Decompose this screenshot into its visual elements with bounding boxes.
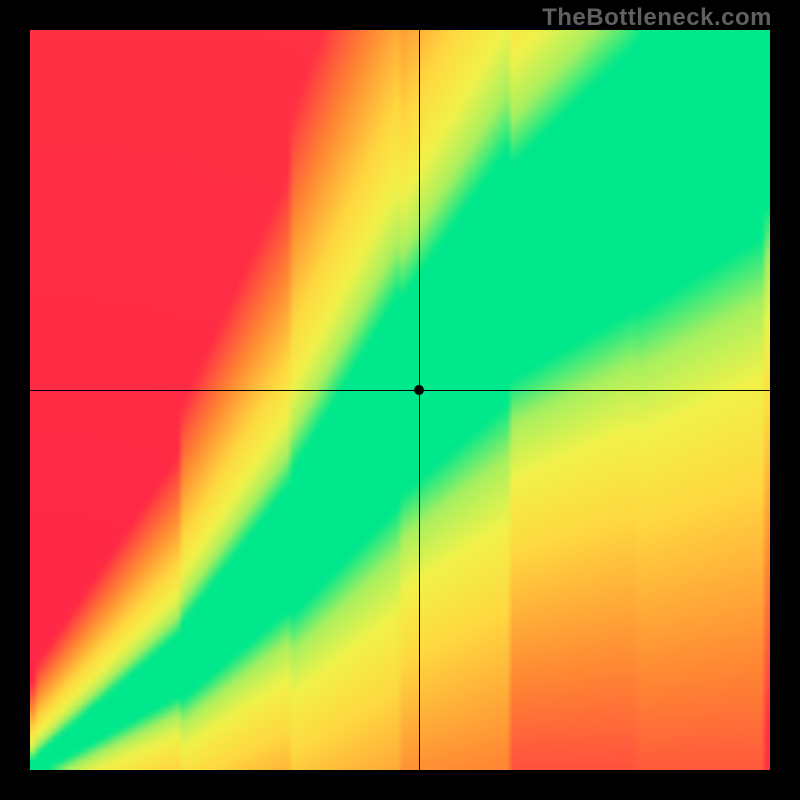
heatmap-canvas (30, 30, 770, 770)
frame: TheBottleneck.com (0, 0, 800, 800)
heatmap-plot (30, 30, 770, 770)
watermark-text: TheBottleneck.com (542, 4, 772, 32)
